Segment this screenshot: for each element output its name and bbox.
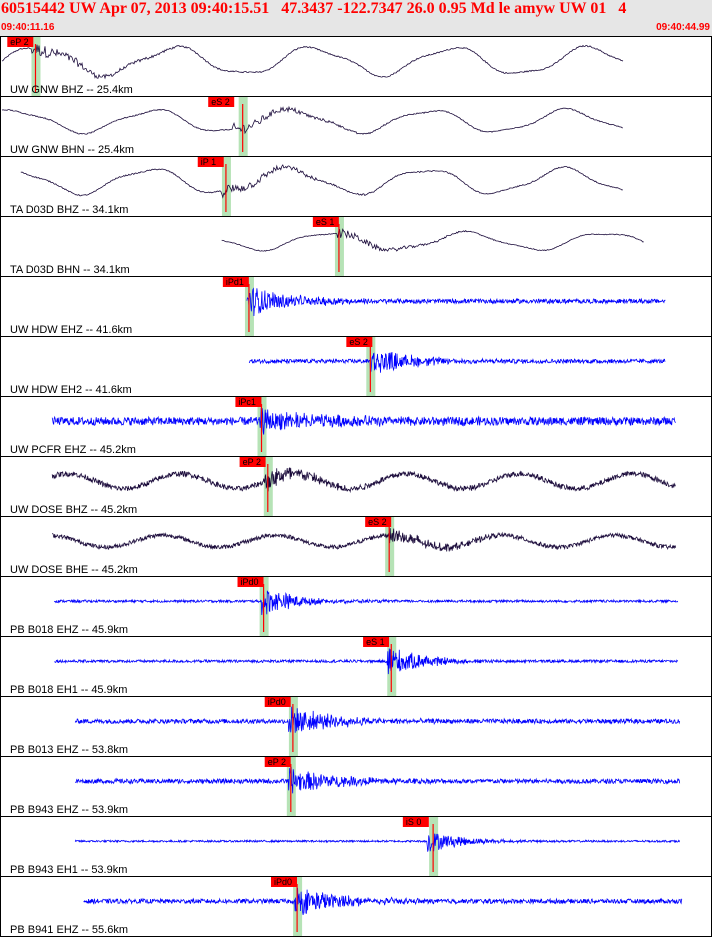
waveform-trace xyxy=(53,590,679,616)
pick-label-box xyxy=(363,637,390,647)
pick-label: iPd0 xyxy=(268,697,286,707)
pick-label: iS 0 xyxy=(406,817,422,827)
start-time: 09:40:11.16 xyxy=(1,22,55,33)
pick-label: iPd0 xyxy=(274,877,292,887)
waveform-trace xyxy=(74,706,681,733)
pick-label: eS 2 xyxy=(211,97,230,107)
pick-label: eS 1 xyxy=(366,637,385,647)
waveform-trace xyxy=(246,287,666,317)
trace-label: PB B018 EHZ -- 45.9km xyxy=(10,624,128,636)
waveform-trace xyxy=(51,467,676,494)
pick-label-box xyxy=(264,697,291,707)
trace-label: PB B013 EHZ -- 53.8km xyxy=(10,744,128,756)
pick-label: eP 2 xyxy=(10,37,28,47)
pick-label-box xyxy=(197,157,224,167)
trace-label: PB B943 EH1 -- 53.9km xyxy=(10,864,127,876)
pick-label-box xyxy=(402,817,429,827)
pick-label-box xyxy=(270,877,297,887)
pick-label-box xyxy=(237,577,264,587)
pick-label-box xyxy=(264,757,291,767)
waveform-trace xyxy=(52,528,677,552)
waveform-trace xyxy=(248,352,666,374)
pick-label: eP 2 xyxy=(243,457,261,467)
waveform-trace xyxy=(1,105,624,135)
trace-label: PB B943 EHZ -- 53.9km xyxy=(10,804,128,816)
waveform-trace xyxy=(20,164,623,199)
trace-label: PB B018 EH1 -- 45.9km xyxy=(10,684,127,696)
pick-label-box xyxy=(222,277,249,287)
waveform-trace xyxy=(51,407,676,435)
pick-label-box xyxy=(365,517,392,527)
waveform-trace xyxy=(74,766,681,794)
event-header: 60515442 UW Apr 07, 2013 09:40:15.51 47.… xyxy=(0,0,712,36)
trace-label: UW GNW BHZ -- 25.4km xyxy=(10,84,133,96)
trace-label: UW DOSE BHE -- 45.2km xyxy=(10,564,138,576)
trace-label: TA D03D BHZ -- 34.1km xyxy=(10,204,128,216)
trace-label: UW PCFR EHZ -- 45.2km xyxy=(10,444,136,456)
seismogram-panel: eP 2 UW GNW BHZ -- 25.4km eS 2 UW GNW BHN -… xyxy=(0,36,712,937)
pick-label: iPd0 xyxy=(241,577,259,587)
pick-label-box xyxy=(7,37,34,47)
trace-label: UW DOSE BHZ -- 45.2km xyxy=(10,504,137,516)
pick-label: eS 1 xyxy=(316,217,335,227)
pick-label-box xyxy=(208,97,235,107)
pick-label-box xyxy=(239,457,266,467)
trace-label: TA D03D BHN -- 34.1km xyxy=(10,264,130,276)
pick-label-box xyxy=(346,337,373,347)
waveform-trace xyxy=(74,833,681,852)
waveform-trace xyxy=(1,44,624,80)
pick-label: eP 2 xyxy=(268,757,286,767)
end-time: 09:40:44.99 xyxy=(656,22,710,33)
pick-label: iPc1 xyxy=(238,397,256,407)
pick-label-box xyxy=(312,217,339,227)
pick-label-box xyxy=(235,397,262,407)
waveform-trace xyxy=(54,648,679,675)
event-title: 60515442 UW Apr 07, 2013 09:40:15.51 47.… xyxy=(1,0,627,17)
trace-label: UW GNW BHN -- 25.4km xyxy=(10,144,134,156)
trace-label: PB B941 EHZ -- 55.6km xyxy=(10,924,128,936)
trace-label: UW HDW EHZ -- 41.6km xyxy=(10,324,132,336)
waveform-trace xyxy=(221,228,644,252)
pick-label: iP 1 xyxy=(201,157,216,167)
pick-label: eS 2 xyxy=(368,517,387,527)
waveform-trace xyxy=(83,887,683,915)
trace-label: UW HDW EH2 -- 41.6km xyxy=(10,384,132,396)
pick-label: eS 2 xyxy=(349,337,368,347)
pick-label: iPd1 xyxy=(226,277,244,287)
